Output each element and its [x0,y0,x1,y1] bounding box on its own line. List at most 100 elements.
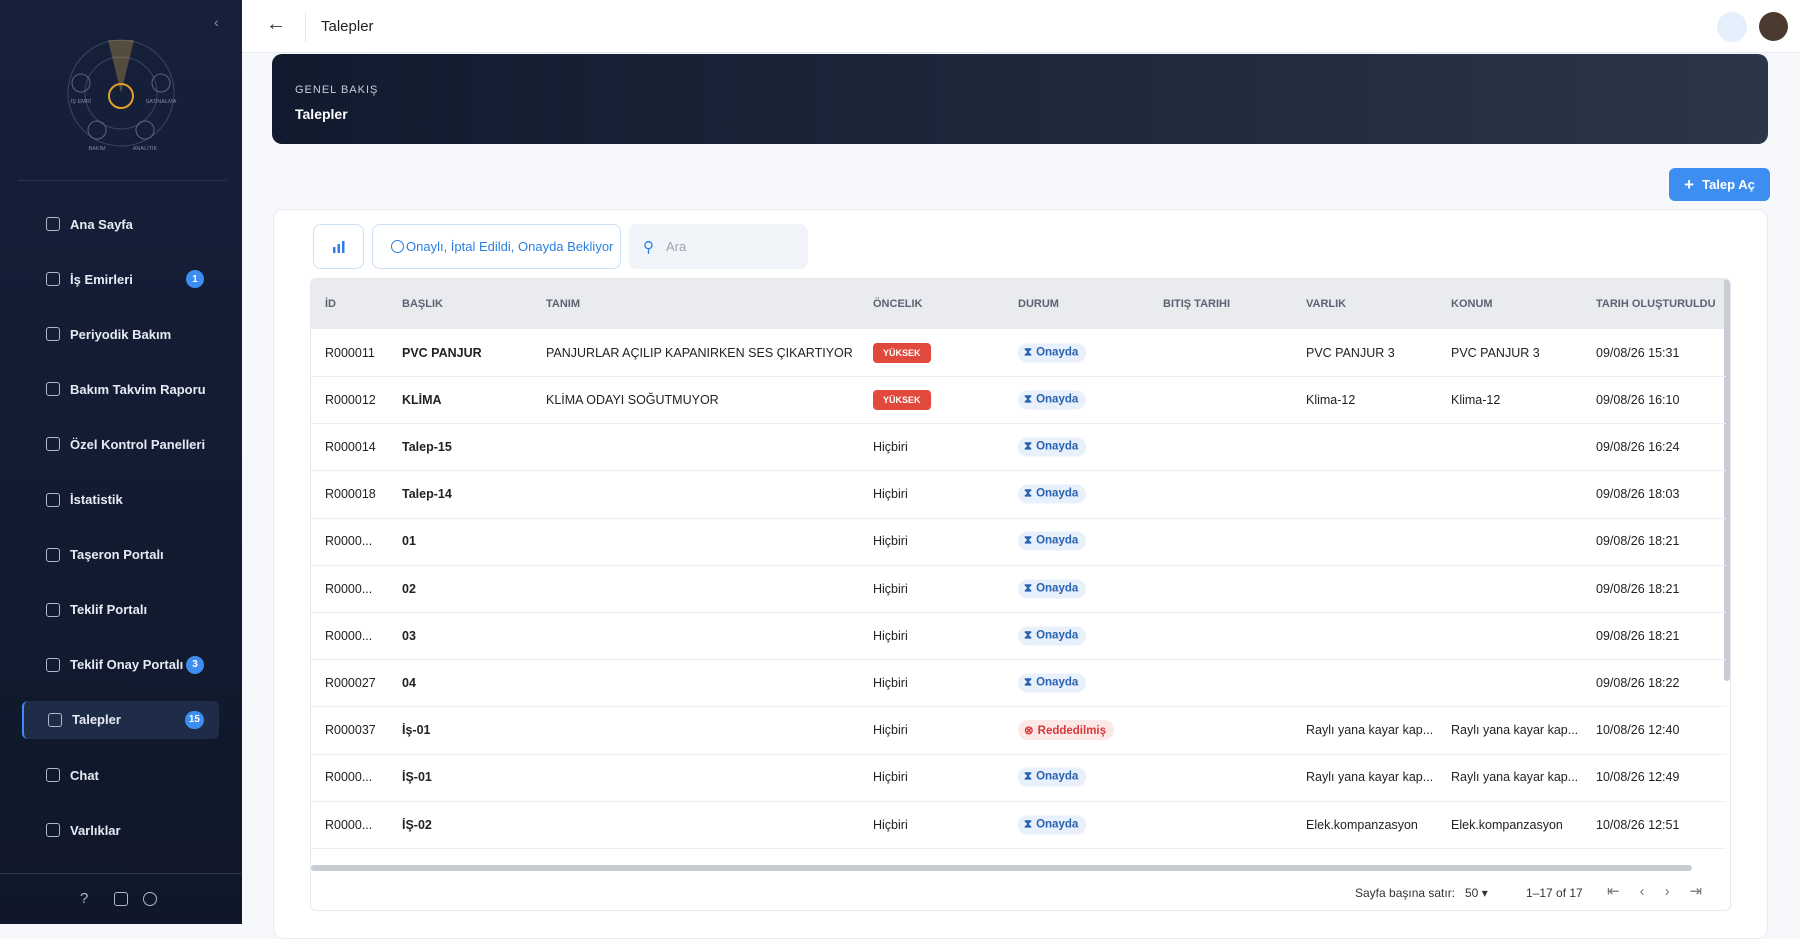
v-scrollbar [1724,279,1730,681]
cell: Raylı yana kayar kap... [1451,770,1579,785]
column-header: TANIM [546,298,581,310]
overview-card: GENEL BAKIŞ Talepler [272,54,1768,144]
status-label: Onayda [1036,629,1079,642]
status-chip: ⊗ Reddedilmiş [1018,720,1115,741]
create-button[interactable]: + Talep Aç [1669,168,1770,201]
nav-item[interactable]: Taşeron Portalı [22,536,219,574]
chart-toggle[interactable] [313,224,364,269]
avatar[interactable] [1759,12,1788,41]
nav-badge: 1 [186,270,204,289]
status-chip: ⧗ Onayda [1018,626,1087,646]
cell: 10/08/26 12:51 [1596,817,1680,832]
status-chip: ⧗ Onayda [1018,531,1087,551]
collapse[interactable]: ‹ [214,14,219,30]
column-header: TARIH OLUŞTURULDU [1596,298,1716,310]
back-button[interactable]: ← [266,13,286,35]
nav-item[interactable]: Chat [22,756,219,794]
nav-item[interactable]: Bakım Takvim Raporu [22,370,219,408]
nav-item[interactable]: Özel Kontrol Panelleri [22,425,219,463]
status-chip: ⧗ Onayda [1018,484,1087,504]
cell: 09/08/26 18:03 [1596,487,1680,502]
cell: 09/08/26 18:22 [1596,676,1680,690]
status-label: Onayda [1036,346,1079,359]
logo-label: İŞ EMRİ [71,98,92,105]
status-label: Onayda [1036,487,1079,500]
nav-item[interactable]: Periyodik Bakım [22,315,219,353]
cell: R0000... [325,581,373,596]
status-filter[interactable]: Onaylı, İptal Edildi, Onayda Bekliyor [372,224,621,269]
status-icon: ⧗ [1024,818,1033,831]
nav-item[interactable]: Varlıklar [22,811,219,849]
overview-title: Talepler [295,106,348,122]
page-range: 1–17 of 17 [1526,886,1583,900]
status-chip: ⧗ Onayda [1018,437,1087,457]
nav-icon [46,492,60,507]
cell: Elek.kompanzasyon [1306,817,1418,832]
nav-item[interactable]: İş Emirleri 1 [22,260,219,298]
status-label: Onayda [1036,440,1079,453]
cell: 10/08/26 12:49 [1596,770,1680,785]
page-title: Talepler [321,18,374,35]
status-icon: ⧗ [1024,582,1033,595]
cell: Hiçbiri [873,723,908,738]
nav-item[interactable]: Ana Sayfa [22,205,219,243]
cell: PVC PANJUR 3 [1306,345,1395,360]
status-icon: ⧗ [1024,393,1033,406]
nav-label: Bakım Takvim Raporu [70,381,206,397]
notifications[interactable] [1717,12,1747,42]
nav-label: Periyodik Bakım [70,326,172,342]
create-label: Talep Aç [1702,177,1755,192]
row-divider [311,517,1726,519]
rows-per-page[interactable]: 50 ▾ [1465,886,1488,900]
search[interactable]: ⚲ Ara [629,224,808,269]
cell: Raylı yana kayar kap... [1306,723,1434,738]
row-divider [311,659,1726,661]
nav-item[interactable]: Teklif Portalı [22,591,219,629]
power-icon[interactable] [143,892,157,906]
logo: İŞ EMRİ SATINALMA BAKIM ANALİTİK [67,39,177,152]
nav-icon [46,437,60,452]
nav-item[interactable]: Teklif Onay Portalı 3 [22,646,219,684]
cell: Raylı yana kayar kap... [1306,770,1434,785]
column-header: İD [325,298,336,310]
cell: R000018 [325,487,376,502]
cell: 09/08/26 16:10 [1596,392,1680,407]
page-controls[interactable]: ⇤‹›⇥ [1607,883,1723,900]
status-icon: ⧗ [1024,629,1033,642]
cell: Hiçbiri [873,534,908,549]
nav-icon [46,217,60,231]
nav-icon [46,768,60,782]
nav-label: Taşeron Portalı [70,547,164,563]
cell: Hiçbiri [873,770,908,785]
cell: 09/08/26 15:31 [1596,345,1680,360]
title-cell: 03 [402,628,416,643]
title-cell: İŞ-02 [402,817,432,832]
row-divider [311,423,1726,425]
nav-label: Teklif Onay Portalı [70,657,184,673]
calendar-icon[interactable] [114,892,128,906]
logo-label: SATINALMA [146,99,177,105]
nav-badge: 15 [184,710,204,729]
status-chip: ⧗ Onayda [1018,579,1087,599]
cell: Hiçbiri [873,440,908,454]
nav-item[interactable]: Talepler 15 [22,700,219,739]
table-header [311,279,1730,329]
status-icon: ⊗ [1024,725,1034,738]
column-header: BAŞLIK [402,298,443,310]
logo-label: ANALİTİK [133,145,158,152]
status-chip: ⧗ Onayda [1018,767,1087,787]
row-divider [311,470,1726,472]
nav-item[interactable]: İstatistik [22,481,219,519]
title-cell: 04 [402,676,416,690]
row-divider [311,848,1726,849]
column-header: BITIŞ TARIHI [1163,298,1231,310]
row-divider [311,564,1726,566]
status-label: Onayda [1036,393,1079,406]
nav-icon [46,657,60,672]
h-scrollbar [311,865,1692,871]
row-divider [311,753,1726,755]
cell: R0000... [325,628,373,643]
status-chip: ⧗ Onayda [1018,390,1087,410]
help-icon[interactable]: ? [80,890,89,907]
